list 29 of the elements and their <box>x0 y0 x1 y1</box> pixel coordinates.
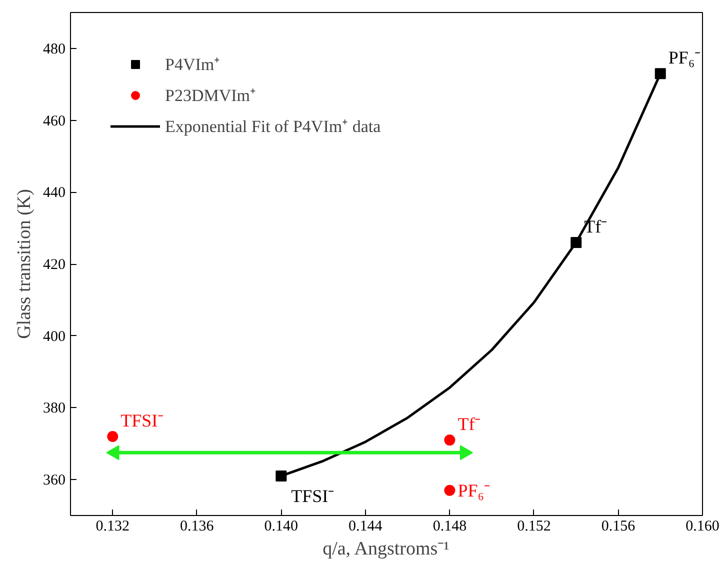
point <box>107 430 118 442</box>
legend-label: P23DMVIm⁺ <box>165 85 256 106</box>
annotation: PF₆⁻ <box>668 48 701 68</box>
legend-label: Exponential Fit of P4VIm⁺ data <box>165 116 381 137</box>
x-tick-label: 0.160 <box>686 518 720 534</box>
point <box>444 434 456 446</box>
annotation: PF₆⁻ <box>458 480 490 500</box>
annotation: TFSI⁻ <box>291 486 334 506</box>
y-tick-label: 420 <box>43 257 66 273</box>
point <box>444 484 456 496</box>
x-axis-title: q/a, Angstroms⁻¹ <box>322 538 450 560</box>
x-tick-label: 0.132 <box>96 518 130 534</box>
y-tick-label: 360 <box>43 472 66 489</box>
x-tick-label: 0.144 <box>348 518 383 534</box>
x-tick-label: 0.152 <box>517 518 551 534</box>
y-tick-label: 380 <box>43 400 66 417</box>
x-tick-label: 0.156 <box>601 518 636 534</box>
legend-label: P4VIm⁺ <box>165 54 220 75</box>
y-axis-title: Glass transition (K) <box>14 189 35 339</box>
x-tick-label: 0.140 <box>264 518 298 534</box>
x-tick-label: 0.148 <box>432 518 467 534</box>
y-tick-label: 400 <box>43 328 66 345</box>
annotation: Tf⁻ <box>458 414 481 434</box>
y-tick-label: 480 <box>43 41 66 58</box>
x-tick-label: 0.136 <box>180 518 214 534</box>
y-tick-label: 460 <box>43 113 66 130</box>
annotation: TFSI⁻ <box>120 410 164 430</box>
annotation: Tf⁻ <box>584 216 608 236</box>
y-tick-label: 440 <box>43 185 66 202</box>
